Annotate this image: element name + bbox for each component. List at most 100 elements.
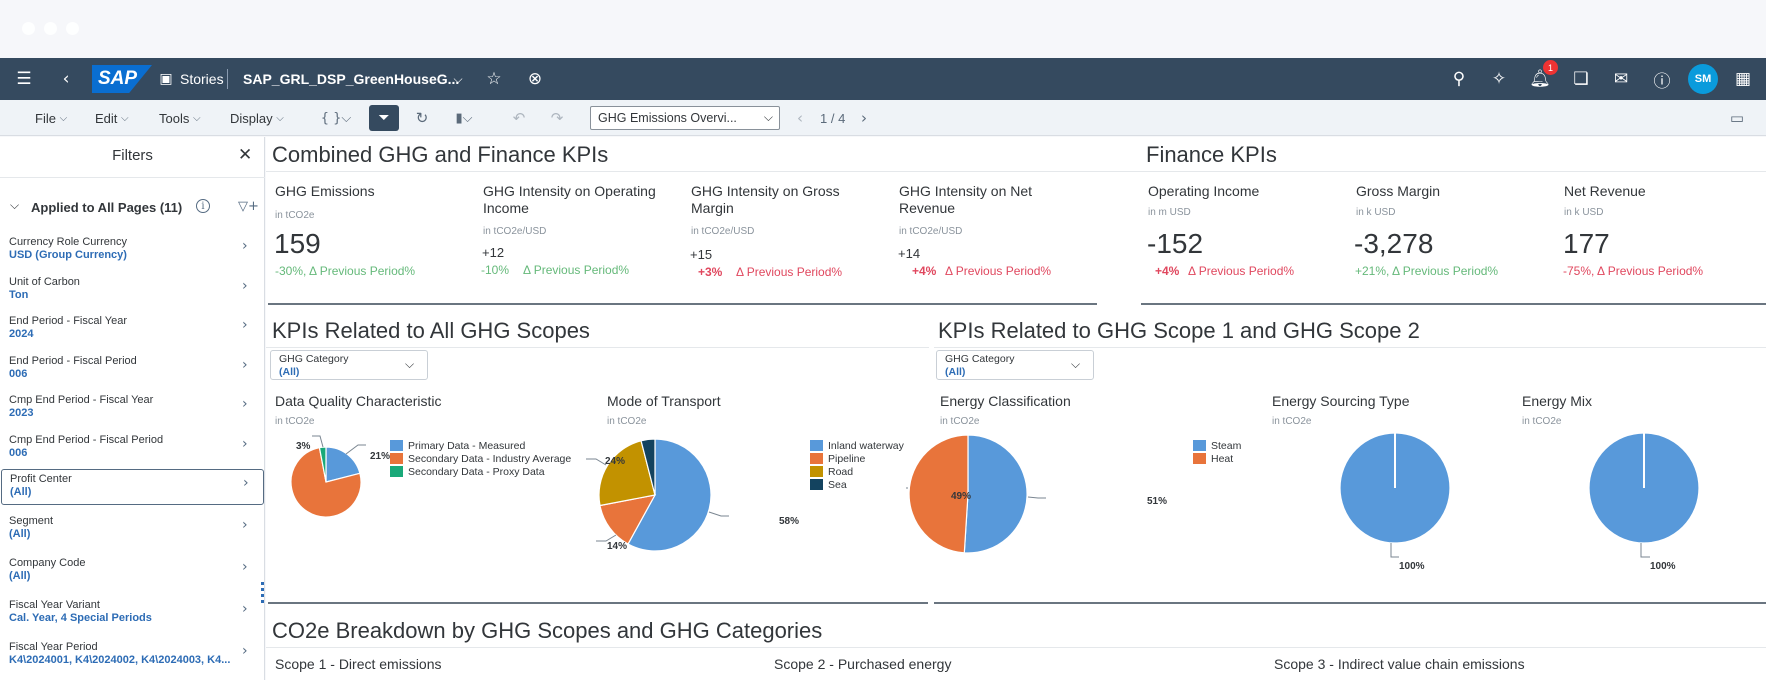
section-divider <box>1141 303 1766 305</box>
filter-funnel-icon: ⏷ <box>378 110 390 126</box>
filter-settings-icon[interactable]: ▽+ <box>238 199 259 214</box>
notifications-bell-icon[interactable]: 🔔︎ <box>1529 69 1551 89</box>
next-page-icon[interactable]: › <box>861 109 867 127</box>
all-scopes-title: KPIs Related to All GHG Scopes <box>272 318 590 343</box>
info-icon[interactable]: i <box>196 199 210 213</box>
code-braces-icon[interactable]: { }⌵ <box>320 110 352 126</box>
kpi-value: +15 <box>690 247 713 262</box>
ghg-category-dropdown[interactable]: GHG Category (All) ⌵ <box>270 350 428 380</box>
filter-label: Fiscal Year Period <box>9 641 98 653</box>
undo-icon[interactable]: ↶ <box>512 109 526 127</box>
legend-item[interactable]: Secondary Data - Industry Average <box>390 452 571 465</box>
legend-item[interactable]: Secondary Data - Proxy Data <box>390 465 545 478</box>
favorite-star-icon[interactable]: ☆ <box>486 69 502 89</box>
pie-slice-road[interactable] <box>598 440 656 507</box>
window-maximize-dot[interactable] <box>66 22 79 35</box>
filter-item-cmp-fiscal-year[interactable]: Cmp End Period - Fiscal Year 2023 › <box>0 391 265 431</box>
filter-toggle-button[interactable]: ⏷ <box>369 105 399 131</box>
pie-slice-primary-data-measured[interactable] <box>325 446 361 483</box>
cancel-circle-icon[interactable]: ⊗ <box>527 69 543 89</box>
bookmark-icon[interactable]: ▮⌵ <box>455 110 473 126</box>
edit-menu[interactable]: Edit ⌵ <box>95 100 129 136</box>
window-minimize-dot[interactable] <box>44 22 57 35</box>
page-selector[interactable]: GHG Emissions Overvi... ⌵ <box>590 106 780 130</box>
chart-title: Energy Sourcing Type <box>1272 393 1410 409</box>
kpi-unit: in m USD <box>1148 207 1191 218</box>
section-divider <box>268 602 928 604</box>
legend-item[interactable]: Road <box>810 465 853 478</box>
filter-item-profit-center[interactable]: Profit Center (All) › <box>1 469 264 505</box>
panel-resize-handle[interactable] <box>261 582 264 604</box>
window-titlebar <box>0 0 1766 58</box>
refresh-icon[interactable]: ↻ <box>415 109 429 127</box>
filter-item-fiscal-year-period[interactable]: Fiscal Year Period K4\2024001, K4\202400… <box>0 638 265 678</box>
pie-slice-secondary-data-industry-average[interactable] <box>290 446 362 518</box>
legend-item[interactable]: Primary Data - Measured <box>390 439 525 452</box>
applied-filters-header[interactable]: Applied to All Pages (11) <box>31 200 183 215</box>
chevron-down-icon[interactable]: ⌵ <box>10 198 20 212</box>
chevron-down-icon[interactable]: ⌵ <box>453 71 463 86</box>
filter-item-fiscal-year-variant[interactable]: Fiscal Year Variant Cal. Year, 4 Special… <box>0 596 265 636</box>
filter-item-unit-of-carbon[interactable]: Unit of Carbon Ton › <box>0 273 265 313</box>
filter-label: End Period - Fiscal Period <box>9 355 137 367</box>
filter-item-end-fiscal-year[interactable]: End Period - Fiscal Year 2024 › <box>0 312 265 352</box>
kpi-title-line-2: Margin <box>691 200 734 216</box>
data-quality-pie-chart[interactable] <box>266 427 566 597</box>
help-icon[interactable]: ⓘ <box>1653 71 1671 92</box>
energy-mix-pie-chart[interactable] <box>1516 427 1756 607</box>
back-icon[interactable]: ‹ <box>62 69 70 89</box>
legend-swatch <box>810 466 823 477</box>
pie-slice-steam[interactable] <box>963 434 1028 554</box>
tools-menu[interactable]: Tools ⌵ <box>159 100 201 136</box>
display-menu[interactable]: Display ⌵ <box>230 100 284 136</box>
kpi-delta-label: Δ Previous Period% <box>523 263 630 277</box>
close-icon[interactable]: ✕ <box>238 145 253 165</box>
legend-item[interactable]: Heat <box>1193 452 1233 465</box>
filter-item-cmp-fiscal-period[interactable]: Cmp End Period - Fiscal Period 006 › <box>0 431 265 471</box>
filter-value: 2024 <box>9 328 34 340</box>
filter-value: (All) <box>9 570 31 582</box>
pie-slice-heat[interactable] <box>908 434 969 554</box>
window-close-dot[interactable] <box>22 22 35 35</box>
prev-page-icon[interactable]: ‹ <box>797 109 803 127</box>
legend-item[interactable]: Pipeline <box>810 452 865 465</box>
pie-slice-sea[interactable] <box>640 438 656 496</box>
kpi-delta-label: Δ Previous Period% <box>736 265 843 279</box>
filter-item-end-fiscal-period[interactable]: End Period - Fiscal Period 006 › <box>0 352 265 392</box>
filter-value: (All) <box>9 528 31 540</box>
hamburger-menu-icon[interactable]: ☰ <box>16 69 32 89</box>
app-grid-icon[interactable]: ▦ <box>1734 69 1752 89</box>
legend-label: Road <box>828 465 854 478</box>
pie-slice-inland-waterway[interactable] <box>627 438 712 552</box>
filter-item-company-code[interactable]: Company Code (All) › <box>0 554 265 594</box>
story-canvas: Combined GHG and Finance KPIs GHG Emissi… <box>266 137 1766 680</box>
ghg-category-dropdown-scope12[interactable]: GHG Category (All) ⌵ <box>936 350 1094 380</box>
chevron-right-icon: › <box>242 238 248 254</box>
filter-label: Company Code <box>9 557 86 569</box>
lightbulb-icon[interactable]: ✧ <box>1491 69 1507 89</box>
energy-sourcing-type-pie-chart[interactable] <box>1266 427 1506 607</box>
legend-item[interactable]: Steam <box>1193 439 1241 452</box>
filter-item-segment[interactable]: Segment (All) › <box>0 512 265 552</box>
mode-of-transport-pie-chart[interactable] <box>566 427 866 607</box>
search-icon[interactable]: ⚲ <box>1452 69 1466 89</box>
redo-icon[interactable]: ↷ <box>550 109 564 127</box>
divider <box>266 171 1766 172</box>
sap-logo[interactable]: SAP <box>92 65 152 93</box>
legend-item[interactable]: Inland waterway <box>810 439 904 452</box>
user-avatar[interactable]: SM <box>1688 64 1718 94</box>
chevron-right-icon: › <box>242 643 248 659</box>
stories-icon[interactable]: ▣ <box>159 71 173 87</box>
pie-slice-secondary-data-proxy-data[interactable] <box>318 446 327 483</box>
scope3-chart-title: Scope 3 - Indirect value chain emissions <box>1274 656 1525 672</box>
filter-item-currency[interactable]: Currency Role Currency USD (Group Curren… <box>0 233 265 273</box>
stories-link[interactable]: Stories <box>180 71 224 87</box>
feedback-icon[interactable]: ✉ <box>1613 69 1629 89</box>
energy-classification-pie-chart[interactable] <box>906 427 1206 607</box>
file-menu[interactable]: File ⌵ <box>35 100 67 136</box>
legend-label: Heat <box>1211 452 1234 465</box>
filter-label: End Period - Fiscal Year <box>9 315 128 327</box>
present-icon[interactable]: ▭ <box>1729 109 1745 127</box>
chat-icon[interactable]: ❏ <box>1573 69 1589 89</box>
legend-item[interactable]: Sea <box>810 478 847 491</box>
